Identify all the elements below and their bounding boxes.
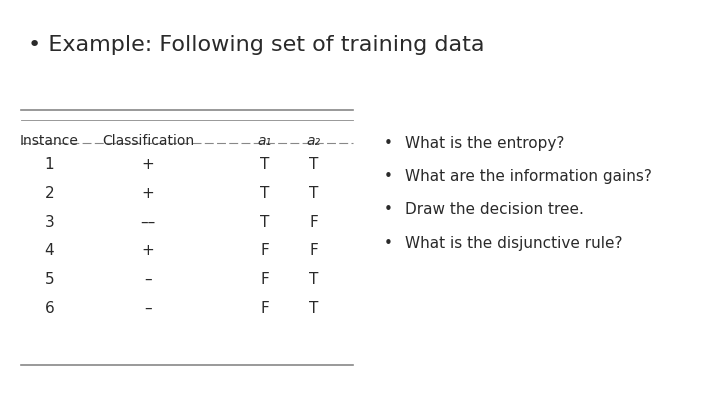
Text: T: T	[259, 215, 269, 230]
Text: a₁: a₁	[257, 134, 271, 148]
Text: Instance: Instance	[20, 134, 79, 148]
Text: •: •	[384, 169, 393, 184]
Text: What is the disjunctive rule?: What is the disjunctive rule?	[405, 236, 623, 251]
Text: What are the information gains?: What are the information gains?	[405, 169, 652, 184]
Text: 6: 6	[44, 301, 54, 316]
Text: T: T	[309, 272, 319, 287]
Text: 5: 5	[44, 272, 54, 287]
Text: 3: 3	[44, 215, 54, 230]
Text: Draw the decision tree.: Draw the decision tree.	[405, 202, 584, 217]
Text: 1: 1	[44, 157, 54, 172]
Text: • Example: Following set of training data: • Example: Following set of training dat…	[28, 35, 485, 55]
Text: a₂: a₂	[307, 134, 321, 148]
Text: F: F	[309, 215, 318, 230]
Text: T: T	[309, 186, 319, 201]
Text: T: T	[309, 301, 319, 316]
Text: F: F	[309, 243, 318, 258]
Text: +: +	[142, 243, 154, 258]
Text: F: F	[260, 243, 269, 258]
Text: 4: 4	[44, 243, 54, 258]
Text: What is the entropy?: What is the entropy?	[405, 136, 565, 151]
Text: T: T	[309, 157, 319, 172]
Text: –: –	[145, 301, 152, 316]
Text: •: •	[384, 136, 393, 151]
Text: +: +	[142, 186, 154, 201]
Text: •: •	[384, 202, 393, 217]
Text: Classification: Classification	[102, 134, 194, 148]
Text: –: –	[145, 272, 152, 287]
Text: •: •	[384, 236, 393, 251]
Text: ––: ––	[140, 215, 156, 230]
Text: 2: 2	[44, 186, 54, 201]
Text: T: T	[259, 186, 269, 201]
Text: F: F	[260, 301, 269, 316]
Text: F: F	[260, 272, 269, 287]
Text: T: T	[259, 157, 269, 172]
Text: +: +	[142, 157, 154, 172]
